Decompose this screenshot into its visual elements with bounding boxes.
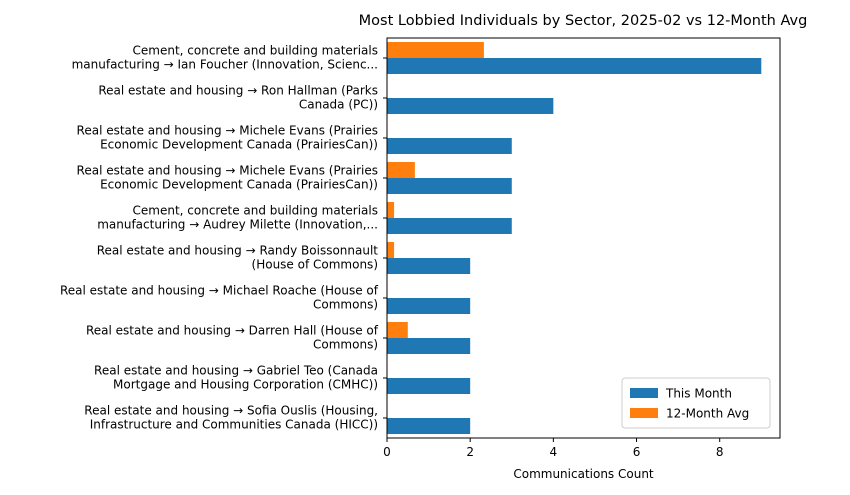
legend-label: This Month [665, 387, 732, 401]
bar-this-month [387, 258, 471, 274]
y-tick-label: Real estate and housing → Ron Hallman (P… [98, 84, 378, 112]
x-tick-label: 4 [550, 445, 558, 459]
x-tick-label: 6 [633, 445, 641, 459]
bar-this-month [387, 298, 471, 314]
bar-this-month [387, 178, 512, 194]
bar-12-month-avg [387, 322, 408, 338]
bar-this-month [387, 418, 471, 434]
y-tick-label: Real estate and housing → Darren Hall (H… [86, 324, 379, 352]
x-tick-label: 8 [716, 445, 724, 459]
bar-this-month [387, 218, 512, 234]
legend-box [621, 377, 771, 429]
bar-this-month [387, 98, 554, 114]
x-axis-label: Communications Count [513, 467, 654, 481]
y-tick-label: Real estate and housing → Michele Evans … [77, 164, 378, 192]
legend-swatch [630, 388, 658, 398]
legend-label: 12-Month Avg [666, 407, 749, 421]
y-tick-label: Real estate and housing → Sofia Ouslis (… [84, 404, 378, 432]
y-tick-label: Real estate and housing → Randy Boissonn… [97, 244, 379, 272]
bar-12-month-avg [387, 202, 395, 218]
y-tick-label: Cement, concrete and building materials m… [72, 44, 378, 72]
bar-12-month-avg [387, 162, 415, 178]
y-tick-label: Real estate and housing → Michael Roache… [60, 284, 379, 312]
y-tick-label: Cement, concrete and building materials m… [97, 204, 378, 232]
x-tick-label: 0 [383, 445, 391, 459]
bar-this-month [387, 58, 762, 74]
bar-this-month [387, 338, 471, 354]
bar-this-month [387, 378, 471, 394]
legend-swatch [630, 408, 658, 418]
x-tick-label: 2 [466, 445, 474, 459]
chart-title: Most Lobbied Individuals by Sector, 2025… [359, 13, 808, 29]
bar-this-month [387, 138, 512, 154]
plot-area: Cement, concrete and building materials m… [60, 37, 781, 459]
y-tick-label: Real estate and housing → Gabriel Teo (C… [94, 364, 378, 392]
axes-frame [386, 37, 781, 439]
bar-12-month-avg [387, 242, 395, 258]
bar-12-month-avg [387, 42, 484, 58]
y-tick-label: Real estate and housing → Michele Evans … [77, 124, 378, 152]
